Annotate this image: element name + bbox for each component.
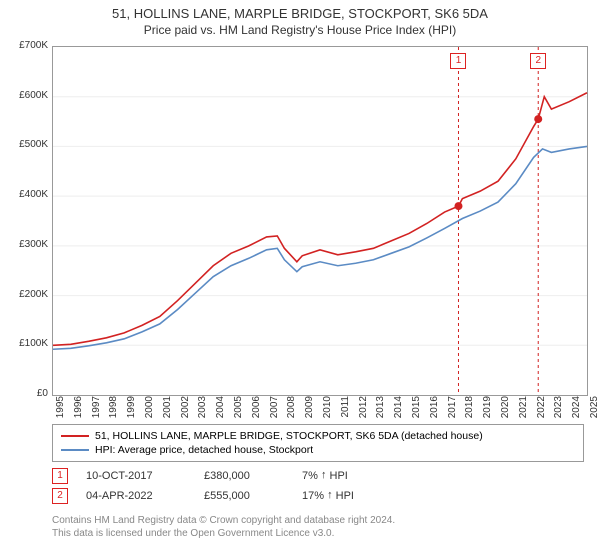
xtick-label: 2003 — [197, 396, 208, 426]
legend-swatch-hpi — [61, 449, 89, 451]
xtick-label: 2020 — [500, 396, 511, 426]
xtick-label: 2008 — [286, 396, 297, 426]
xtick-label: 2021 — [518, 396, 529, 426]
ytick-label: £300K — [4, 239, 48, 250]
transaction-pct: 7% ↑ HPI — [302, 470, 422, 482]
legend-box: 51, HOLLINS LANE, MARPLE BRIDGE, STOCKPO… — [52, 424, 584, 462]
footer-attribution: Contains HM Land Registry data © Crown c… — [52, 514, 572, 540]
transaction-row: 1 10-OCT-2017 £380,000 7% ↑ HPI — [52, 466, 584, 486]
xtick-label: 2025 — [589, 396, 600, 426]
transaction-ref-box: 2 — [52, 488, 68, 504]
xtick-label: 1999 — [126, 396, 137, 426]
xtick-label: 2009 — [304, 396, 315, 426]
xtick-label: 2011 — [340, 396, 351, 426]
legend-swatch-property — [61, 435, 89, 437]
transaction-pct: 17% ↑ HPI — [302, 490, 422, 502]
xtick-label: 2005 — [233, 396, 244, 426]
ytick-label: £400K — [4, 189, 48, 200]
chart-title: 51, HOLLINS LANE, MARPLE BRIDGE, STOCKPO… — [0, 6, 600, 21]
footer-line-2: This data is licensed under the Open Gov… — [52, 527, 572, 540]
transaction-date: 04-APR-2022 — [86, 490, 186, 502]
xtick-label: 1995 — [55, 396, 66, 426]
xtick-label: 2000 — [144, 396, 155, 426]
transaction-ref-box: 1 — [52, 468, 68, 484]
legend-label-property: 51, HOLLINS LANE, MARPLE BRIDGE, STOCKPO… — [95, 430, 483, 442]
chart-svg — [53, 47, 587, 395]
legend-item-property: 51, HOLLINS LANE, MARPLE BRIDGE, STOCKPO… — [61, 429, 575, 443]
ytick-label: £500K — [4, 139, 48, 150]
xtick-label: 2014 — [393, 396, 404, 426]
xtick-label: 2001 — [162, 396, 173, 426]
arrow-up-icon: ↑ — [321, 469, 327, 481]
xtick-label: 2022 — [536, 396, 547, 426]
transaction-row: 2 04-APR-2022 £555,000 17% ↑ HPI — [52, 486, 584, 506]
xtick-label: 2017 — [447, 396, 458, 426]
xtick-label: 2004 — [215, 396, 226, 426]
xtick-label: 1997 — [91, 396, 102, 426]
transaction-date: 10-OCT-2017 — [86, 470, 186, 482]
arrow-up-icon: ↑ — [327, 489, 333, 501]
ytick-label: £100K — [4, 338, 48, 349]
chart-subtitle: Price paid vs. HM Land Registry's House … — [0, 23, 600, 37]
reference-marker-2: 2 — [530, 53, 546, 69]
xtick-label: 2015 — [411, 396, 422, 426]
xtick-label: 2019 — [482, 396, 493, 426]
transaction-price: £555,000 — [204, 490, 284, 502]
xtick-label: 2002 — [180, 396, 191, 426]
chart-plot-area: 12 — [52, 46, 588, 396]
ytick-label: £700K — [4, 40, 48, 51]
legend-label-hpi: HPI: Average price, detached house, Stoc… — [95, 444, 313, 456]
ytick-label: £0 — [4, 388, 48, 399]
reference-marker-1: 1 — [450, 53, 466, 69]
xtick-label: 2006 — [251, 396, 262, 426]
xtick-label: 2007 — [269, 396, 280, 426]
xtick-label: 2010 — [322, 396, 333, 426]
xtick-label: 1998 — [108, 396, 119, 426]
footer-line-1: Contains HM Land Registry data © Crown c… — [52, 514, 572, 527]
xtick-label: 2023 — [553, 396, 564, 426]
xtick-label: 2016 — [429, 396, 440, 426]
xtick-label: 2012 — [358, 396, 369, 426]
ytick-label: £200K — [4, 289, 48, 300]
legend-item-hpi: HPI: Average price, detached house, Stoc… — [61, 443, 575, 457]
ytick-label: £600K — [4, 90, 48, 101]
xtick-label: 2013 — [375, 396, 386, 426]
transaction-price: £380,000 — [204, 470, 284, 482]
xtick-label: 1996 — [73, 396, 84, 426]
xtick-label: 2024 — [571, 396, 582, 426]
transactions-table: 1 10-OCT-2017 £380,000 7% ↑ HPI 2 04-APR-2022… — [52, 466, 584, 506]
xtick-label: 2018 — [464, 396, 475, 426]
